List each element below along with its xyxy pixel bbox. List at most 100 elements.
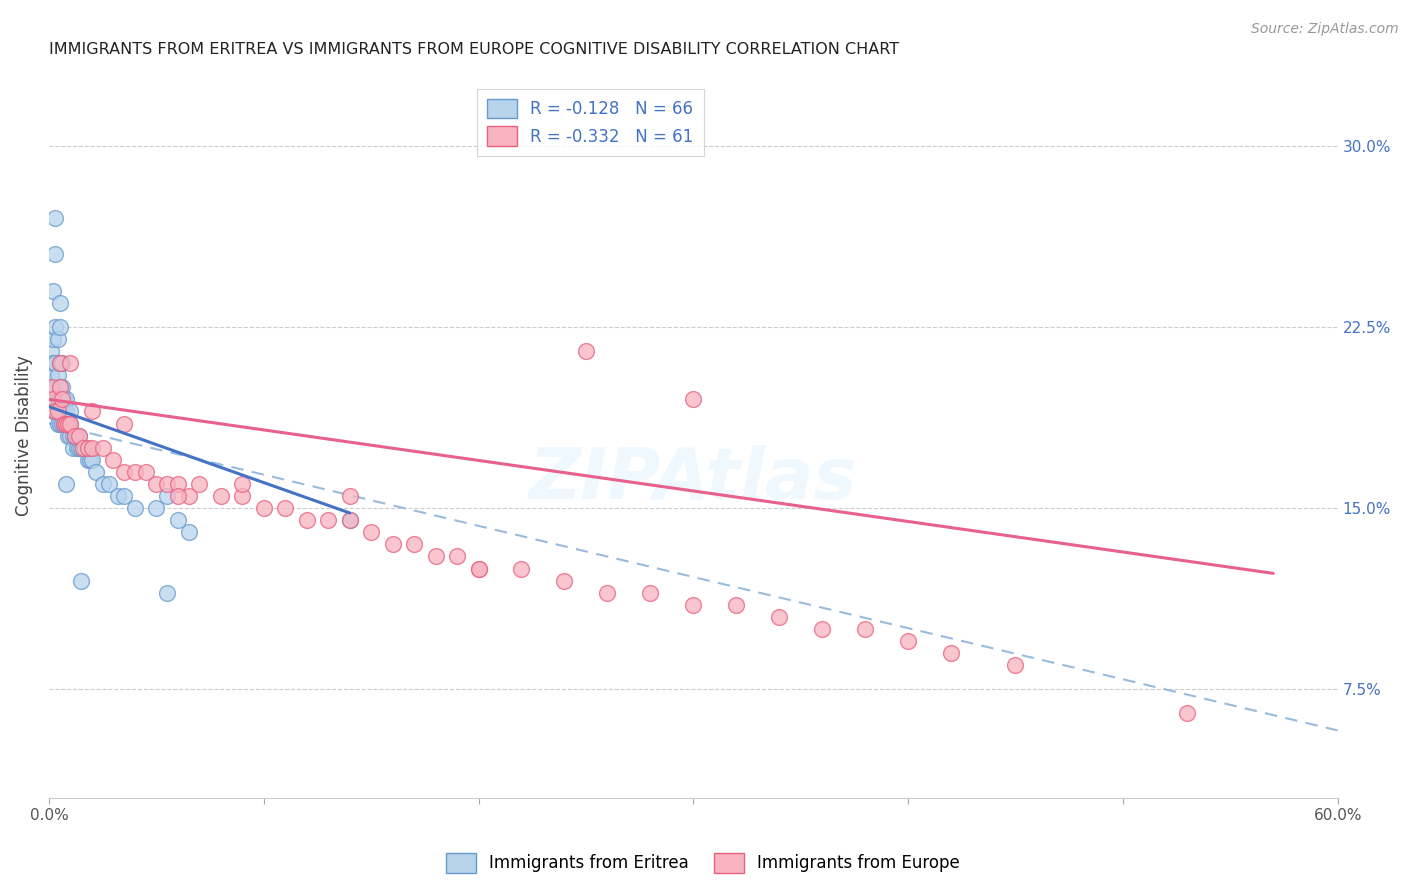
Point <box>39 380 62 394</box>
Point <box>72 441 94 455</box>
Point <box>295 513 318 527</box>
Point <box>682 392 704 407</box>
Point <box>112 465 135 479</box>
Point <box>939 646 962 660</box>
Point <box>553 574 575 588</box>
Point <box>145 477 167 491</box>
Point <box>811 622 834 636</box>
Point <box>188 477 211 491</box>
Point <box>76 452 98 467</box>
Point <box>91 477 114 491</box>
Point <box>156 477 179 491</box>
Point <box>46 404 69 418</box>
Point <box>253 501 276 516</box>
Point <box>575 344 598 359</box>
Point <box>51 417 73 431</box>
Text: ZIPAtlas: ZIPAtlas <box>529 444 858 514</box>
Point <box>177 525 200 540</box>
Point <box>48 295 70 310</box>
Point <box>853 622 876 636</box>
Point <box>44 404 66 418</box>
Point <box>55 477 77 491</box>
Point <box>156 489 179 503</box>
Point <box>596 585 619 599</box>
Point <box>70 441 93 455</box>
Point <box>44 247 66 261</box>
Point <box>209 489 232 503</box>
Point <box>66 441 89 455</box>
Point <box>1175 706 1198 721</box>
Y-axis label: Cognitive Disability: Cognitive Disability <box>15 355 32 516</box>
Point <box>53 417 76 431</box>
Point <box>59 417 82 431</box>
Point <box>640 585 662 599</box>
Point <box>63 428 86 442</box>
Point <box>135 465 157 479</box>
Point <box>404 537 426 551</box>
Text: Source: ZipAtlas.com: Source: ZipAtlas.com <box>1251 22 1399 37</box>
Point <box>80 452 103 467</box>
Point <box>446 549 468 564</box>
Point <box>166 513 188 527</box>
Point <box>75 441 97 455</box>
Point <box>39 392 62 407</box>
Point <box>42 332 65 346</box>
Point <box>107 489 129 503</box>
Point <box>1004 658 1026 673</box>
Point <box>42 356 65 370</box>
Point <box>48 356 70 370</box>
Point <box>62 428 84 442</box>
Point <box>59 417 82 431</box>
Point <box>84 465 107 479</box>
Point <box>316 513 339 527</box>
Point <box>46 417 69 431</box>
Point <box>48 417 70 431</box>
Point <box>166 489 188 503</box>
Point <box>177 489 200 503</box>
Point <box>51 380 73 394</box>
Point <box>55 404 77 418</box>
Point <box>55 417 77 431</box>
Point <box>39 368 62 383</box>
Point <box>339 489 361 503</box>
Point <box>44 319 66 334</box>
Point <box>156 585 179 599</box>
Point <box>510 561 533 575</box>
Point <box>48 392 70 407</box>
Point <box>66 428 89 442</box>
Point <box>59 428 82 442</box>
Point <box>59 404 82 418</box>
Point <box>79 452 101 467</box>
Point <box>725 598 748 612</box>
Point <box>58 417 80 431</box>
Point <box>62 441 84 455</box>
Point <box>48 380 70 394</box>
Point <box>467 561 489 575</box>
Point <box>53 417 76 431</box>
Point <box>76 441 98 455</box>
Point <box>166 477 188 491</box>
Point <box>44 404 66 418</box>
Point <box>42 380 65 394</box>
Point <box>339 513 361 527</box>
Point <box>124 465 146 479</box>
Point <box>63 428 86 442</box>
Point <box>381 537 404 551</box>
Point <box>48 356 70 370</box>
Point <box>339 513 361 527</box>
Point <box>98 477 121 491</box>
Point <box>58 417 80 431</box>
Point <box>46 332 69 346</box>
Point <box>80 441 103 455</box>
Point <box>44 380 66 394</box>
Point <box>46 392 69 407</box>
Point <box>46 368 69 383</box>
Point <box>53 392 76 407</box>
Point <box>124 501 146 516</box>
Point <box>274 501 297 516</box>
Point <box>80 404 103 418</box>
Point <box>42 392 65 407</box>
Point <box>39 344 62 359</box>
Point <box>44 356 66 370</box>
Point <box>425 549 447 564</box>
